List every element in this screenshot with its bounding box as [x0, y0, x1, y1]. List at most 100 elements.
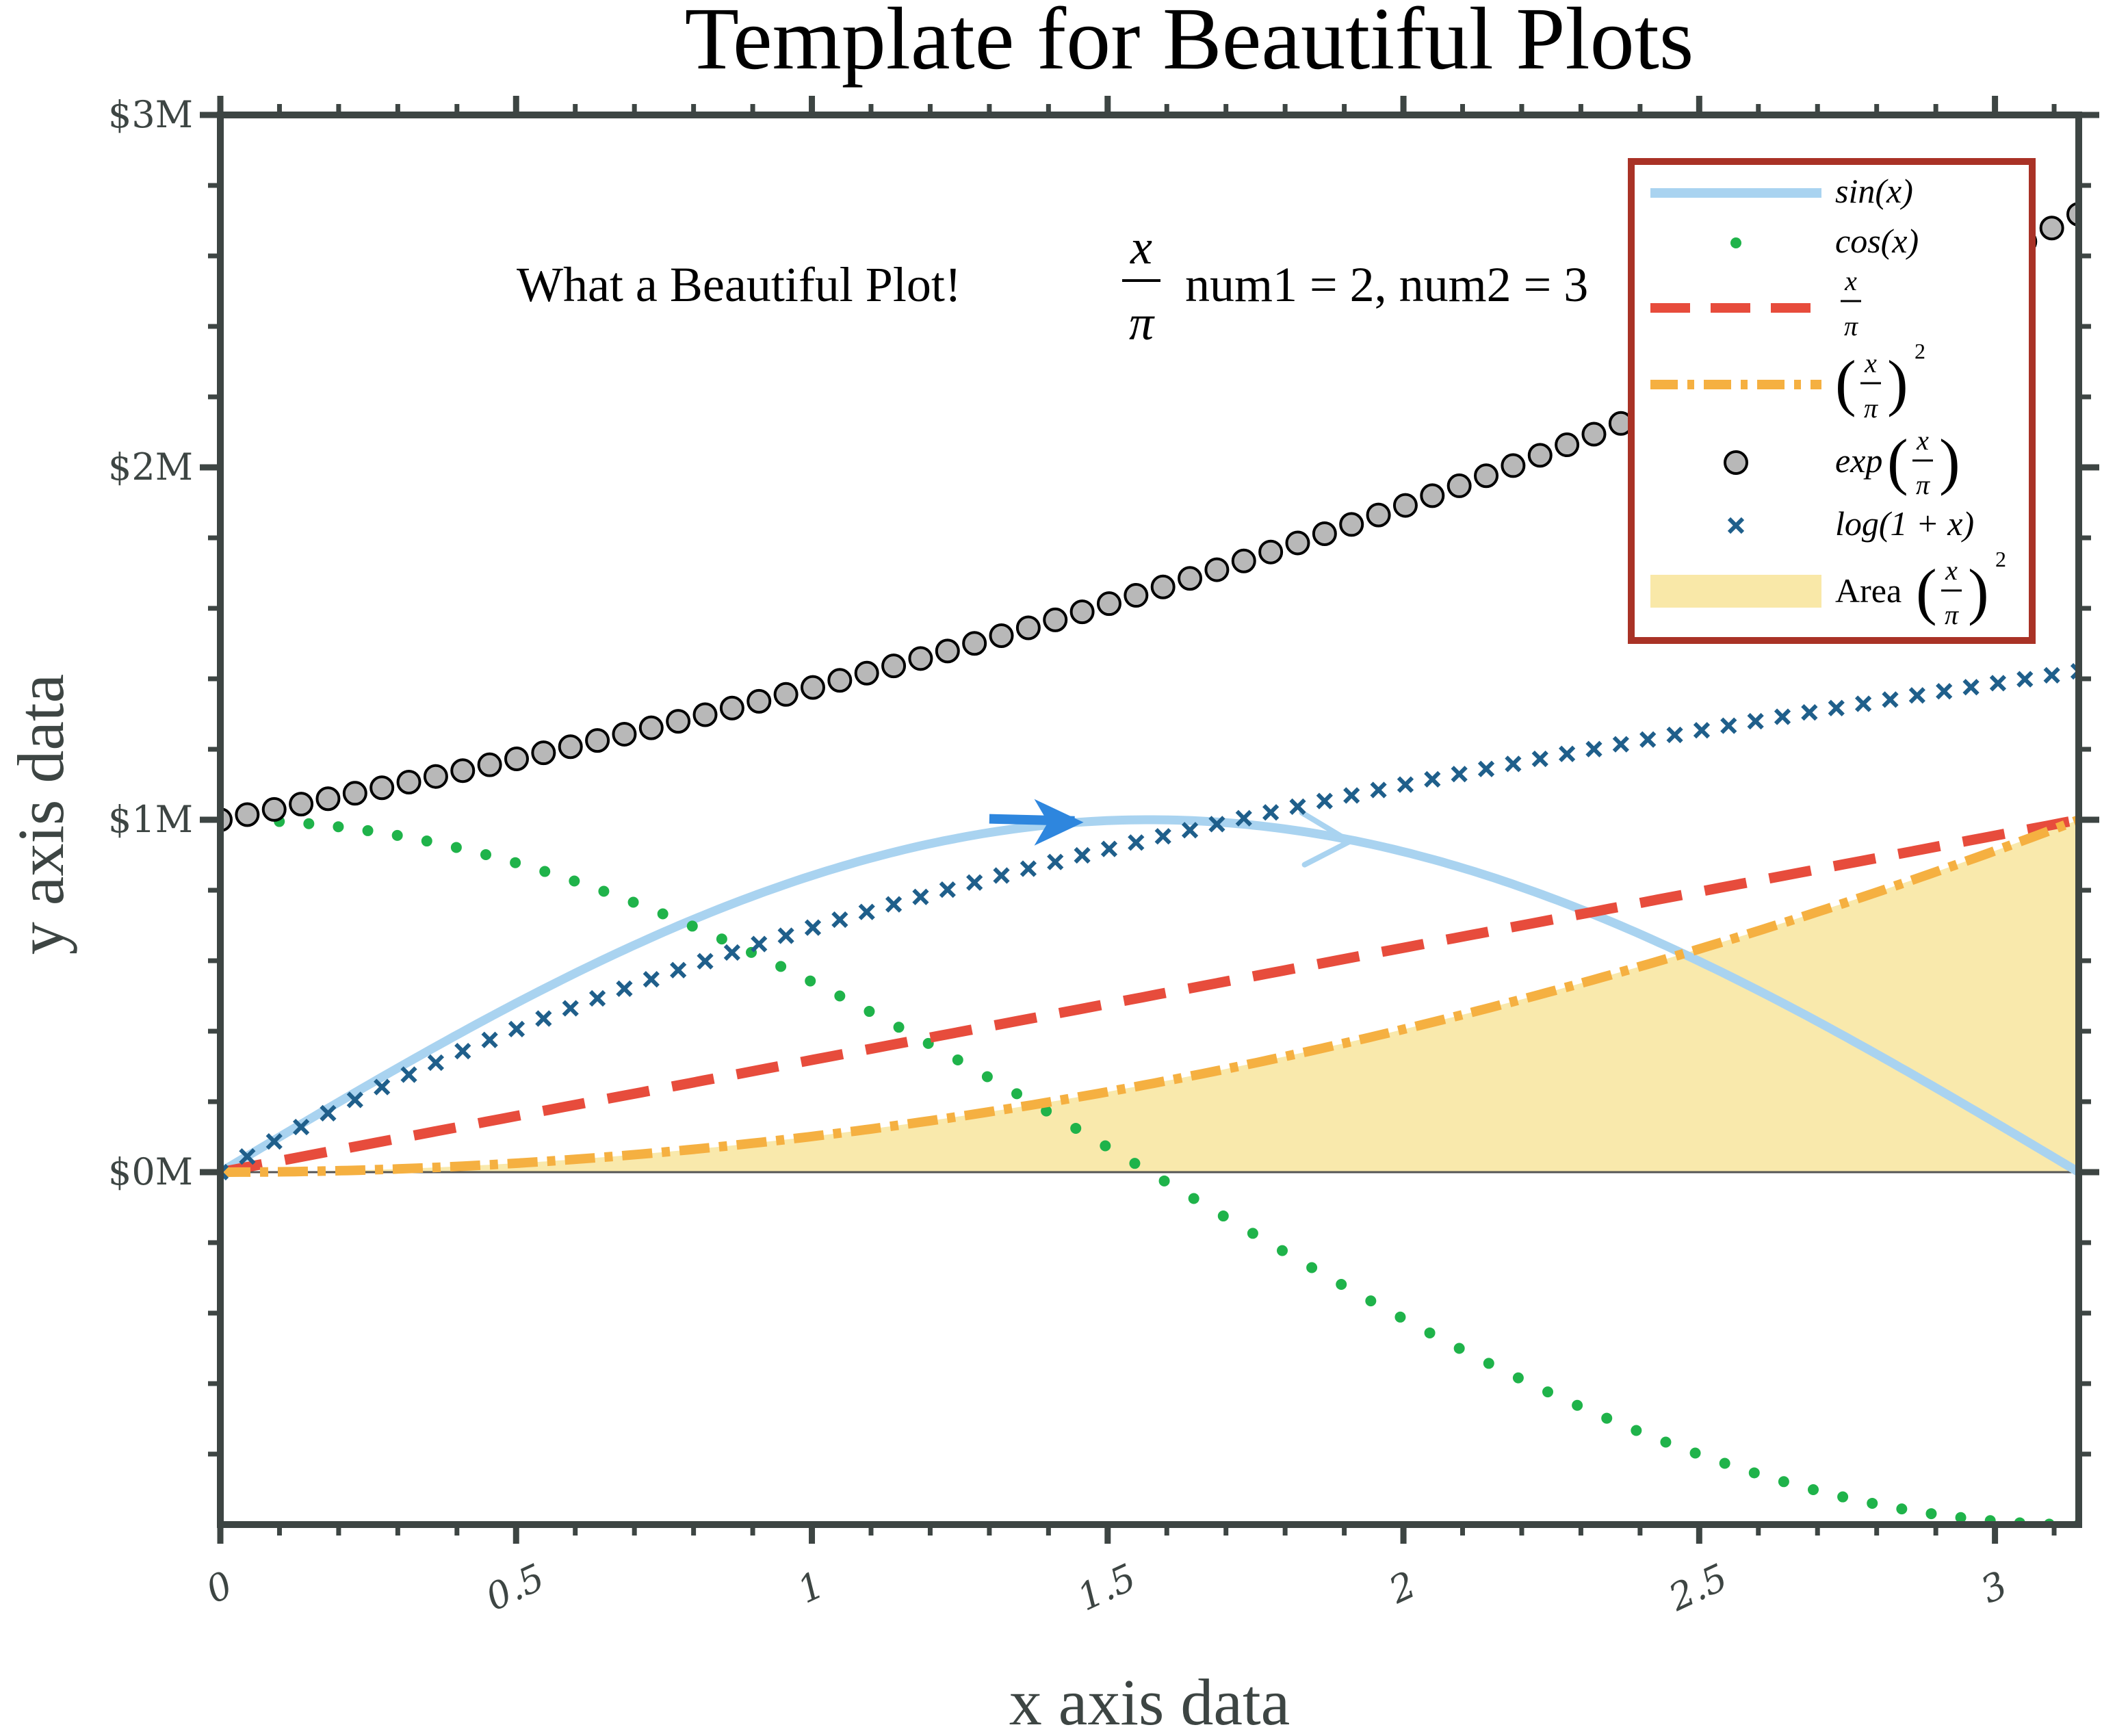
- x-tick-label-2: 1: [791, 1563, 831, 1612]
- legend-swatch-cos: [1730, 237, 1741, 248]
- chart-title: Template for Beautiful Plots: [685, 0, 1694, 88]
- exp-point-26: [908, 646, 933, 671]
- exp-point-2: [261, 796, 287, 822]
- cos-point-59: [1955, 1512, 1967, 1523]
- series-sin-line: [220, 815, 2079, 1177]
- log-point-36: [1181, 822, 1199, 839]
- cos-point-39: [1365, 1295, 1377, 1307]
- exp-point-41: [1312, 521, 1337, 547]
- log-point-11: [508, 1020, 526, 1038]
- exp-point-42: [1339, 512, 1364, 537]
- cos-point-27: [1011, 1088, 1022, 1100]
- log-point-65: [1962, 679, 1980, 696]
- log-point-54: [1666, 726, 1683, 744]
- cos-point-52: [1748, 1467, 1760, 1479]
- exp-point-1: [235, 802, 260, 827]
- exp-point-40: [1285, 530, 1310, 556]
- cos-point-35: [1247, 1228, 1258, 1239]
- cos-point-49: [1660, 1436, 1672, 1448]
- cos-point-7: [421, 835, 432, 847]
- log-point-43: [1370, 781, 1387, 799]
- log-point-64: [1936, 683, 1953, 700]
- log-point-23: [831, 911, 848, 929]
- log-point-69: [2070, 663, 2079, 680]
- cos-point-11: [539, 866, 551, 877]
- exp-point-47: [1474, 463, 1499, 489]
- cos-point-17: [716, 933, 727, 945]
- legend-label-exp-num: x: [1916, 425, 1929, 456]
- y-tick-label-0: $0M: [108, 1150, 193, 1193]
- cos-point-31: [1129, 1158, 1141, 1169]
- exp-point-36: [1178, 566, 1203, 591]
- legend-label-sin: sin(x): [1835, 172, 1913, 210]
- log-point-7: [400, 1066, 417, 1083]
- cos-point-25: [952, 1054, 963, 1065]
- log-point-6: [374, 1078, 391, 1096]
- exp-point-35: [1150, 574, 1176, 599]
- cos-point-28: [1041, 1105, 1052, 1117]
- x-tick-label-3: 1.5: [1071, 1555, 1142, 1619]
- log-point-28: [966, 874, 983, 891]
- log-point-25: [885, 896, 903, 913]
- legend-swatch-log: [1727, 517, 1745, 534]
- exp-point-37: [1204, 557, 1230, 582]
- exp-point-14: [585, 728, 610, 753]
- exp-point-30: [1015, 615, 1041, 640]
- log-point-49: [1531, 750, 1548, 768]
- cos-point-13: [598, 885, 610, 897]
- cos-point-57: [1896, 1503, 1908, 1515]
- log-point-34: [1128, 834, 1145, 851]
- log-point-5: [346, 1091, 363, 1109]
- axis-ticks: [200, 96, 2099, 1544]
- cos-point-30: [1100, 1140, 1111, 1152]
- log-point-33: [1100, 840, 1118, 857]
- legend-label-cos: cos(x): [1835, 222, 1919, 260]
- log-point-63: [1908, 687, 1925, 704]
- cos-point-37: [1306, 1262, 1318, 1273]
- cos-point-26: [981, 1071, 993, 1083]
- legend-label-linear-num: x: [1844, 265, 1857, 296]
- cos-point-21: [834, 990, 846, 1002]
- exp-point-7: [396, 770, 421, 795]
- exp-point-22: [800, 675, 825, 700]
- legend-label-exp-rparen: ): [1939, 426, 1960, 496]
- log-point-17: [670, 961, 687, 979]
- log-point-3: [292, 1118, 310, 1136]
- cos-point-32: [1158, 1175, 1170, 1187]
- exp-point-48: [1501, 453, 1526, 478]
- cos-point-44: [1512, 1372, 1524, 1384]
- log-point-24: [858, 903, 875, 920]
- exp-point-15: [612, 721, 637, 747]
- cos-point-56: [1867, 1497, 1878, 1509]
- log-point-39: [1262, 804, 1280, 821]
- log-point-18: [697, 953, 714, 970]
- log-point-50: [1558, 745, 1576, 762]
- exp-point-8: [423, 764, 448, 789]
- log-point-61: [1854, 695, 1872, 712]
- cos-point-22: [864, 1006, 875, 1018]
- log-point-10: [481, 1031, 498, 1048]
- series-square-line: [220, 815, 2079, 1177]
- legend-label-exp-pre: exp: [1835, 441, 1882, 480]
- cos-point-33: [1188, 1193, 1199, 1204]
- cos-point-58: [1925, 1508, 1937, 1520]
- exp-point-21: [773, 682, 799, 707]
- x-axis-label: x axis data: [1009, 1666, 1290, 1736]
- legend-label-square-lparen: (: [1835, 348, 1856, 417]
- cos-point-41: [1424, 1327, 1436, 1338]
- y-tick-label-1: $1M: [108, 798, 193, 841]
- cos-point-40: [1394, 1311, 1406, 1323]
- log-point-14: [588, 989, 606, 1007]
- log-point-29: [993, 867, 1010, 884]
- cos-point-38: [1336, 1279, 1347, 1291]
- cos-point-3: [303, 818, 315, 829]
- cos-point-19: [775, 961, 787, 972]
- log-point-57: [1747, 712, 1764, 730]
- log-point-12: [535, 1010, 552, 1027]
- exp-point-6: [369, 775, 395, 801]
- exp-point-20: [747, 688, 772, 714]
- exp-point-13: [558, 734, 583, 760]
- cos-point-54: [1808, 1484, 1819, 1495]
- log-point-51: [1585, 740, 1603, 757]
- log-point-60: [1828, 699, 1845, 716]
